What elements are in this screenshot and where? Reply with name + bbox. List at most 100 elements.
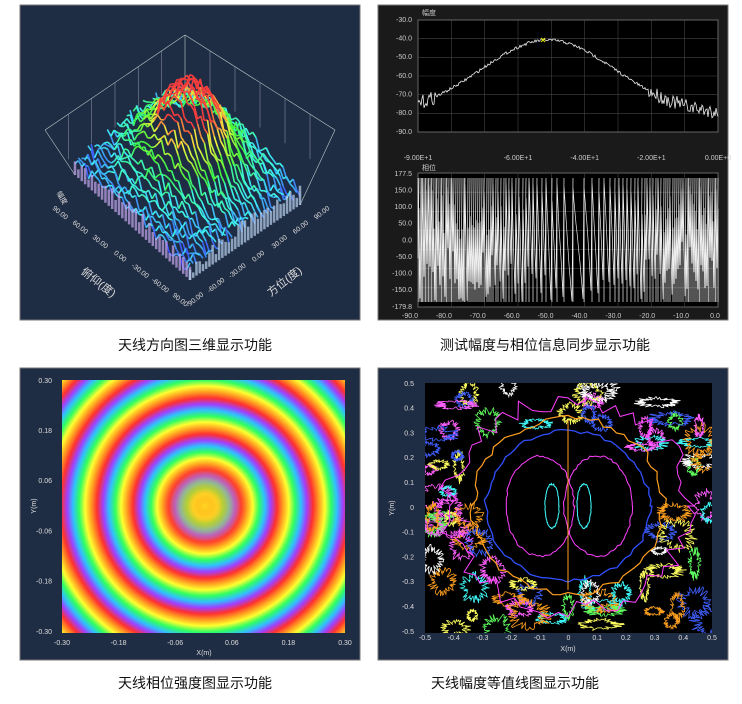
surface-line [130,156,136,162]
surface-line [255,137,261,152]
surface-line [229,147,235,157]
x-label: X(m) [196,650,211,657]
surface-line [180,165,186,170]
surface-line [244,216,249,220]
phase-curve [417,177,719,302]
surface-line [192,243,197,254]
contour [425,501,440,533]
surface-line [134,176,140,185]
surface-line [201,233,207,242]
tick-label: 0.0 [710,313,720,320]
surface-line [243,163,248,173]
surface-line [177,200,183,209]
surface-line [111,182,117,191]
surface-line [276,162,280,165]
surface-line [203,128,209,135]
surface-line [206,85,211,93]
surface-line [256,159,261,166]
contour [656,501,693,523]
surface-line [156,114,162,121]
surface-line [151,174,156,181]
surface-line [193,160,199,172]
surface-line [153,114,159,121]
surface-line [155,225,161,232]
surface-line [189,96,195,106]
surface-line [202,248,207,258]
surface-line [170,156,176,169]
surface-line [183,92,189,105]
surface-line [210,173,216,183]
surface-line [132,114,138,124]
surface-line [161,227,167,235]
surface-line [177,98,182,103]
surface-line [189,258,194,264]
surface-line [221,232,226,237]
surface-line [187,180,193,191]
surface-line [256,175,261,181]
surface-line [247,210,252,215]
surface-line [164,205,170,216]
contour [490,591,529,609]
surface-line [203,88,208,92]
surface-line [164,162,169,172]
surface-line [113,129,118,134]
surface-line [219,128,225,140]
tick-label: -40.0 [571,313,587,320]
surface-line [154,179,159,182]
tick-label: -0.30 [36,629,52,636]
surface-line [223,182,229,197]
surface-line [196,80,202,97]
surface-line [245,139,251,144]
contour [469,414,668,596]
surface-line [163,113,169,121]
surface [44,34,336,280]
tick-label: -90.0 [396,129,412,136]
tick-label: -20.0 [639,313,655,320]
contour [583,603,627,617]
surface-line [214,218,220,224]
surface-line [181,100,187,108]
surface-line [215,100,221,108]
surface-line [130,148,136,158]
surface-line [270,192,275,197]
surface-line [141,174,146,179]
surface-line [90,143,96,159]
surface-line [213,121,219,130]
frame-line [299,129,336,206]
surface-line [142,105,148,113]
amp-curve [417,38,719,119]
surface-line [104,146,109,150]
surface-line [232,134,238,147]
surface-line [211,241,217,249]
surface-line [170,85,174,88]
surface-line [204,179,209,188]
contour [425,424,460,442]
surface-line [210,199,216,207]
contour [481,613,512,633]
surface-line [253,210,259,218]
surface-line [163,100,169,111]
contour [623,441,660,452]
contour [425,543,445,576]
surface-line [253,172,258,180]
surface-line [179,80,185,89]
surface-line [220,140,225,149]
phase-map-core [62,380,345,633]
surface-line [163,95,168,98]
surface-line [217,175,223,194]
surface-line [94,175,100,181]
surface-line [110,159,116,164]
surface-line [134,145,139,150]
contour [451,501,485,530]
surface-line [161,210,167,215]
surface-line [213,181,219,196]
surface-line [272,158,277,165]
surface-line [197,159,203,171]
surface-line [104,163,109,169]
surface-line [150,155,156,163]
surface-line [140,111,144,115]
surface-line [193,148,199,161]
surface-line [187,159,192,164]
surface-line [236,136,241,140]
